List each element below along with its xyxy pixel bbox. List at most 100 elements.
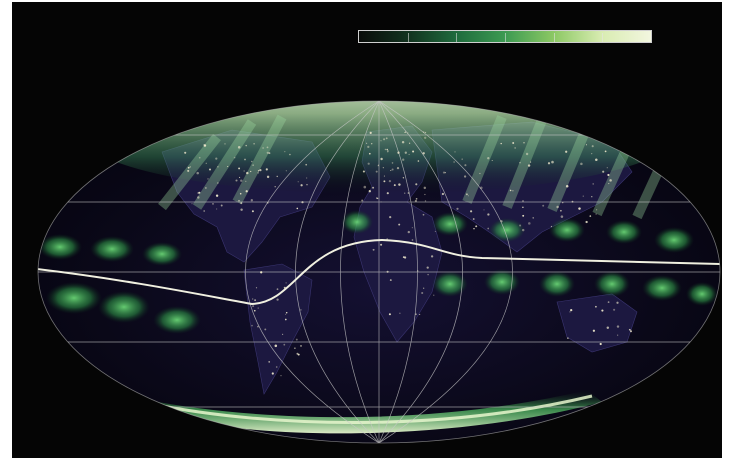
city-light-dot [239, 192, 242, 195]
city-light-dot [237, 146, 241, 149]
airglow-blob [594, 271, 630, 297]
city-light-dot [479, 172, 481, 175]
south-auroral-arc [151, 394, 593, 424]
city-light-dot [407, 230, 410, 234]
city-light-dot [284, 150, 286, 153]
city-light-dot [246, 171, 249, 175]
city-light-dot [532, 217, 534, 219]
city-light-dot [601, 309, 604, 312]
city-light-dot [483, 209, 485, 211]
city-light-dot [372, 186, 375, 189]
city-light-dot [367, 145, 370, 149]
city-light-dot [276, 298, 279, 301]
city-light-dot [487, 157, 490, 160]
city-light-dot [265, 168, 268, 171]
city-light-dot [527, 164, 531, 167]
city-light-dot [260, 271, 263, 274]
city-light-dot [386, 192, 389, 195]
city-light-dot [259, 168, 262, 172]
city-light-dot [238, 167, 241, 170]
city-light-dot [562, 202, 564, 204]
city-light-dot [606, 167, 608, 169]
city-light-dot [398, 183, 401, 186]
city-light-dot [198, 156, 201, 159]
city-light-dot [376, 197, 378, 199]
city-light-dot [215, 157, 218, 160]
city-light-dot [301, 201, 304, 204]
city-light-dot [401, 140, 405, 144]
city-light-dot [203, 144, 205, 146]
city-light-dot [630, 330, 632, 333]
city-light-dot [274, 185, 276, 188]
city-light-dot [285, 282, 287, 284]
city-light-dot [525, 152, 529, 156]
colorbar [358, 30, 652, 43]
city-light-dot [389, 279, 392, 282]
city-light-dot [398, 223, 401, 226]
city-light-dot [397, 151, 400, 154]
city-light-dot [282, 333, 284, 335]
city-light-dot [369, 131, 372, 134]
city-light-dot [245, 180, 247, 182]
city-light-dot [399, 312, 401, 314]
city-light-dot [267, 202, 269, 204]
city-light-dot [444, 171, 446, 174]
city-light-dot [512, 190, 514, 192]
city-light-dot [461, 158, 463, 160]
city-light-dot [425, 131, 427, 133]
city-light-dot [500, 142, 502, 145]
city-light-dot [522, 214, 525, 217]
meridian [378, 101, 418, 443]
city-light-dot [380, 140, 382, 142]
city-light-dot [254, 309, 256, 312]
city-light-dot [560, 215, 564, 218]
city-light-dot [463, 175, 467, 178]
city-light-dot [415, 197, 418, 200]
city-light-dot [402, 256, 405, 258]
city-light-dot [187, 169, 190, 172]
city-light-dot [205, 187, 207, 189]
city-light-dot [366, 142, 368, 144]
city-light-dot [276, 175, 278, 178]
city-light-dot [244, 158, 246, 161]
city-light-dot [220, 204, 223, 207]
city-light-dot [205, 162, 207, 164]
city-light-dot [411, 227, 413, 229]
city-light-dot [285, 170, 287, 172]
city-light-dot [407, 192, 410, 194]
city-light-dot [384, 148, 387, 151]
city-light-dot [595, 209, 598, 211]
city-light-dot [184, 151, 187, 154]
city-light-dot [196, 171, 199, 175]
city-light-dot [368, 152, 371, 155]
city-light-dot [453, 161, 455, 163]
city-light-dot [283, 286, 286, 289]
city-light-dot [522, 200, 524, 202]
city-light-dot [565, 150, 568, 153]
airglow-blob [432, 271, 468, 297]
city-light-dot [362, 170, 365, 173]
city-light-dot [240, 179, 243, 182]
city-light-dot [434, 230, 436, 233]
city-light-dot [519, 224, 522, 227]
city-light-dot [274, 344, 278, 348]
city-light-dot [609, 179, 612, 182]
city-light-dot [411, 239, 414, 241]
city-light-dot [491, 159, 493, 162]
city-light-dot [616, 301, 619, 304]
airglow-blob [142, 242, 182, 266]
city-light-dot [417, 160, 420, 162]
city-light-dot [390, 169, 392, 172]
city-light-dot [595, 305, 597, 308]
city-light-dot [268, 152, 271, 155]
meridian [340, 101, 380, 443]
city-light-dot [424, 200, 427, 202]
city-light-dot [422, 131, 425, 133]
city-light-dot [415, 313, 417, 315]
city-light-dot [580, 162, 583, 166]
city-light-dot [472, 218, 475, 220]
city-light-dot [368, 190, 371, 193]
city-light-dot [570, 308, 573, 312]
city-light-dot [386, 150, 389, 152]
city-light-dot [238, 199, 240, 202]
